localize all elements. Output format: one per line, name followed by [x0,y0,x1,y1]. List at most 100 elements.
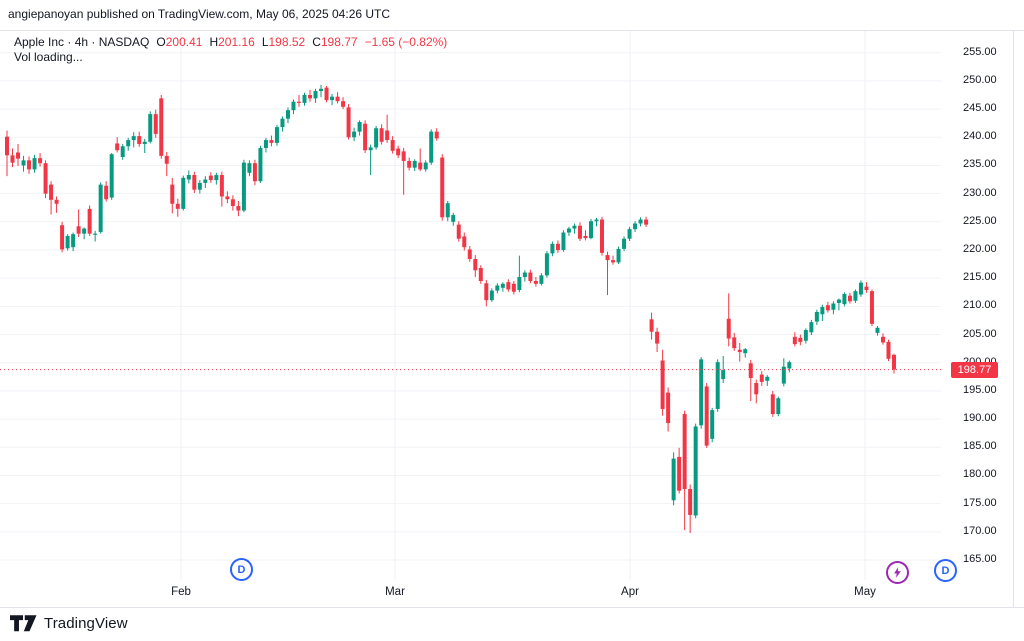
candle-body [159,98,164,156]
candle-body [506,282,511,290]
candle-body [214,175,219,181]
candle-body [335,96,340,102]
candle-body [175,203,180,209]
candle-body [809,322,814,333]
candle-body [87,208,92,234]
candle-body [219,175,224,197]
candle-body [445,203,450,218]
price-axis-label: 170.00 [963,524,997,537]
candle-body [864,286,869,291]
candle-body [533,280,538,284]
candle-body [296,101,301,103]
candle-body [886,341,891,359]
candle-body [241,162,246,211]
candle-body [109,154,114,198]
candle-body [440,157,445,218]
candle-body [770,394,775,415]
candle-body [148,114,153,142]
candle-body [644,219,649,225]
candle-body [825,305,830,311]
candle-body [484,283,489,301]
candle-body [467,249,472,260]
volume-loading-text: Vol loading... [14,50,83,64]
candle-body [120,146,125,157]
price-axis-label: 220.00 [963,242,997,255]
candle-body [577,225,582,239]
candle-body [346,107,351,138]
candle-body [605,255,610,261]
candle-body [76,226,81,234]
candle-body [671,458,676,501]
candle-body [247,163,252,173]
candle-body [263,140,268,148]
footer-attribution[interactable]: TradingView [10,612,128,634]
candle-body [880,336,885,343]
candle-body [572,225,577,229]
candle-body [258,147,263,182]
candle-body [170,184,175,204]
candle-body [853,291,858,301]
candle-body [32,158,37,170]
candle-body [566,228,571,233]
candle-body [803,330,808,341]
candle-body [699,359,704,426]
candle-body [60,225,65,250]
candle-body [831,303,836,310]
lightning-bubble[interactable] [886,561,909,584]
candle-body [869,291,874,324]
candle-body [21,160,26,166]
last-price-tag: 198.77 [951,361,998,378]
candle-body [588,221,593,239]
candle-body [5,136,9,156]
candle-body [666,392,671,424]
tradingview-logo-icon [10,614,37,631]
candle-body [396,148,401,156]
close-label: C [312,35,321,49]
candle-body [759,374,764,382]
candle-body [203,179,208,183]
candle-body [319,88,324,92]
candle-body [765,376,770,381]
interval-d-bubble-left[interactable]: D [230,558,253,581]
candle-body [385,130,390,141]
candle-body [379,128,384,142]
candle-body [93,233,98,235]
symbol-legend: Apple Inc · 4h · NASDAQ O200.41 H201.16 L19… [14,35,447,65]
candle-body [858,282,863,295]
candle-body [500,283,505,288]
candle-body [754,383,759,395]
interval-d-bubble-right[interactable]: D [934,559,957,582]
high-label: H [209,35,219,49]
candle-body [252,163,257,182]
price-axis-label: 195.00 [963,383,997,396]
time-axis-label: Mar [385,586,405,598]
candle-body [710,410,715,439]
footer-divider [0,607,1024,608]
price-axis-label: 205.00 [963,327,997,340]
candle-body [104,185,109,200]
open-value: 200.41 [165,35,203,49]
candle-body [555,243,560,250]
candle-body [561,232,566,250]
candle-body [208,175,213,181]
candle-body [280,118,285,128]
open-label: O [156,35,166,49]
high-value: 201.16 [218,35,255,49]
change-value: −1.65 (−0.82%) [364,35,448,49]
tradingview-brand-text: TradingView [44,614,128,632]
candle-body [82,228,87,234]
candle-body [285,110,290,119]
candle-body [313,91,318,99]
candle-body [43,163,48,194]
candle-body [600,219,605,253]
candle-body [655,331,660,344]
candle-body [98,184,103,232]
published-header: angiepanoyan published on TradingView.co… [8,7,391,21]
candle-body [274,127,279,143]
price-axis-label: 250.00 [963,73,997,86]
time-axis-label: Feb [171,586,191,598]
candle-body [820,306,825,315]
candle-body [616,248,621,263]
candle-body [192,175,197,190]
